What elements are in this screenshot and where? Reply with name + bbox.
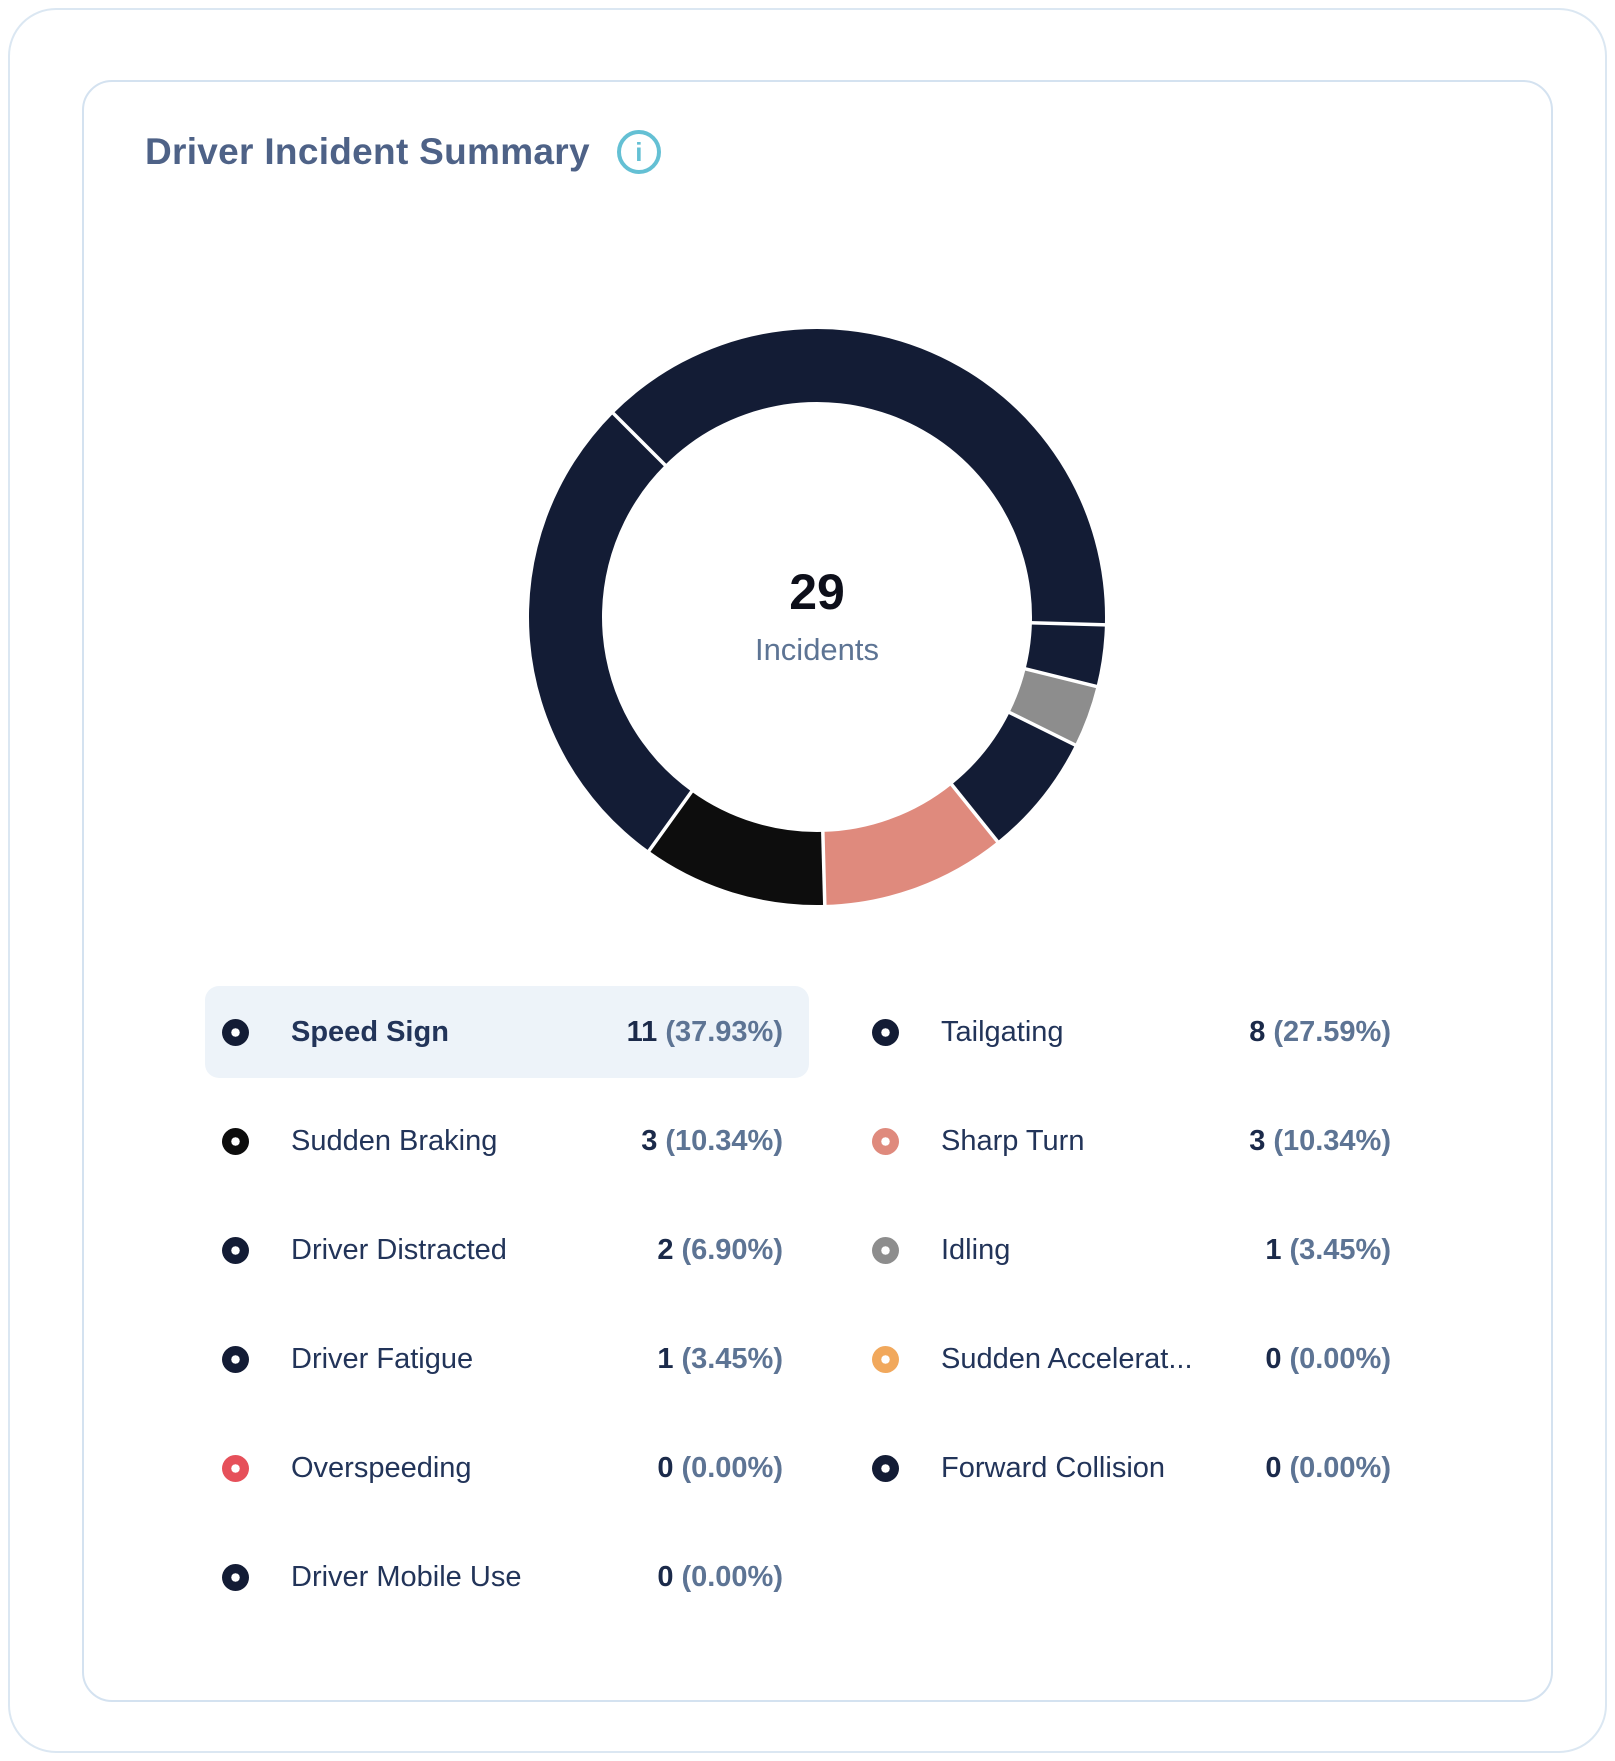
donut-segment-driver-fatigue[interactable] (1025, 622, 1105, 687)
driver-mobile-use-dot-icon (222, 1563, 249, 1591)
legend-percentage: (10.34%) (665, 1124, 783, 1157)
incident-donut-chart: 29 Incidents (527, 327, 1107, 907)
page-title: Driver Incident Summary (145, 131, 590, 172)
legend-value: 11 (37.93%) (627, 1016, 783, 1049)
legend-value: 2 (6.90%) (657, 1234, 783, 1267)
legend-label: Overspeeding (291, 1451, 472, 1484)
legend-count: 3 (641, 1124, 658, 1157)
legend-item-tailgating[interactable]: Tailgating 8 (27.59%) (855, 986, 1417, 1078)
segment-divider (1023, 666, 1099, 689)
legend-label: Speed Sign (291, 1015, 449, 1048)
legend-percentage: (37.93%) (665, 1015, 783, 1048)
legend-value: 0 (0.00%) (657, 1561, 783, 1594)
legend-item-driver-mobile-use[interactable]: Driver Mobile Use 0 (0.00%) (205, 1531, 809, 1623)
legend-percentage: (0.00%) (1289, 1451, 1391, 1484)
legend-count: 0 (657, 1451, 674, 1484)
legend-value: 8 (27.59%) (1249, 1016, 1391, 1049)
incident-legend: Speed Sign 11 (37.93%) Tailgating 8 (27.59%) S… (205, 986, 1417, 1623)
legend-value: 0 (0.00%) (1265, 1452, 1391, 1485)
legend-percentage: (0.00%) (1289, 1342, 1391, 1375)
legend-count: 3 (1249, 1124, 1266, 1157)
legend-count: 0 (1265, 1451, 1282, 1484)
legend-item-overspeeding[interactable]: Overspeeding 0 (0.00%) (205, 1422, 809, 1514)
legend-percentage: (0.00%) (681, 1560, 783, 1593)
segment-divider (610, 410, 668, 468)
legend-value: 3 (10.34%) (641, 1125, 783, 1158)
legend-percentage: (3.45%) (681, 1342, 783, 1375)
legend-item-driver-distracted[interactable]: Driver Distracted 2 (6.90%) (205, 1204, 809, 1296)
legend-item-sudden-braking[interactable]: Sudden Braking 3 (10.34%) (205, 1095, 809, 1187)
legend-label: Sudden Braking (291, 1124, 498, 1157)
segment-divider (821, 829, 827, 907)
segment-divider (1007, 710, 1078, 748)
overspeeding-dot-icon (222, 1454, 249, 1482)
legend-label: Sharp Turn (941, 1124, 1085, 1157)
legend-label: Forward Collision (941, 1451, 1166, 1484)
legend-percentage: (0.00%) (681, 1451, 783, 1484)
forward-collision-dot-icon (872, 1454, 899, 1482)
legend-count: 1 (657, 1342, 674, 1375)
legend-count: 11 (626, 1015, 658, 1048)
card-header: Driver Incident Summary i (145, 128, 661, 176)
legend-percentage: (3.45%) (1289, 1233, 1391, 1266)
donut-segment-idling[interactable] (1009, 668, 1097, 745)
legend-item-idling[interactable]: Idling 1 (3.45%) (855, 1204, 1417, 1296)
legend-count: 0 (1265, 1342, 1282, 1375)
donut-chart-svg (528, 329, 1107, 907)
donut-segment-sharp-turn[interactable] (822, 784, 998, 905)
driver-distracted-dot-icon (222, 1236, 249, 1264)
legend-value: 0 (0.00%) (657, 1452, 783, 1485)
legend-count: 1 (1265, 1233, 1282, 1266)
legend-percentage: (10.34%) (1273, 1124, 1391, 1157)
donut-segment-sudden-braking[interactable] (648, 791, 825, 905)
legend-label: Driver Fatigue (291, 1342, 474, 1375)
donut-segment-tailgating[interactable] (528, 413, 692, 851)
driver-fatigue-dot-icon (222, 1345, 249, 1373)
legend-value: 0 (0.00%) (1265, 1343, 1391, 1376)
segment-divider (646, 788, 695, 854)
info-icon[interactable]: i (616, 130, 661, 174)
donut-segment-speed-sign[interactable] (613, 329, 1105, 625)
legend-value: 1 (3.45%) (1265, 1234, 1391, 1267)
legend-item-driver-fatigue[interactable]: Driver Fatigue 1 (3.45%) (205, 1313, 809, 1405)
legend-percentage: (27.59%) (1273, 1015, 1391, 1048)
legend-label: Idling (941, 1233, 1011, 1266)
legend-value: 3 (10.34%) (1249, 1125, 1391, 1158)
legend-count: 8 (1249, 1015, 1266, 1048)
legend-label: Driver Distracted (291, 1233, 507, 1266)
speed-sign-dot-icon (222, 1018, 249, 1046)
sudden-braking-dot-icon (222, 1127, 249, 1155)
legend-value: 1 (3.45%) (657, 1343, 783, 1376)
legend-count: 2 (657, 1233, 674, 1266)
idling-dot-icon (872, 1236, 899, 1264)
legend-percentage: (6.90%) (681, 1233, 783, 1266)
sharp-turn-dot-icon (872, 1127, 899, 1155)
legend-label: Sudden Accelerat... (941, 1342, 1193, 1375)
legend-label: Tailgating (941, 1015, 1064, 1048)
legend-item-sudden-accelerat[interactable]: Sudden Accelerat... 0 (0.00%) (855, 1313, 1417, 1405)
page-frame: Driver Incident Summary i 29 Incidents S… (8, 8, 1607, 1753)
legend-count: 0 (657, 1560, 674, 1593)
legend-label: Driver Mobile Use (291, 1560, 522, 1593)
segment-divider (949, 781, 1001, 845)
donut-segment-driver-distracted[interactable] (951, 712, 1076, 842)
legend-item-speed-sign[interactable]: Speed Sign 11 (37.93%) (205, 986, 809, 1078)
driver-incident-summary-card: Driver Incident Summary i 29 Incidents S… (82, 80, 1553, 1702)
sudden-accelerat-dot-icon (872, 1345, 899, 1373)
segment-divider (1029, 621, 1107, 627)
legend-item-forward-collision[interactable]: Forward Collision 0 (0.00%) (855, 1422, 1417, 1514)
tailgating-dot-icon (872, 1018, 899, 1046)
legend-item-sharp-turn[interactable]: Sharp Turn 3 (10.34%) (855, 1095, 1417, 1187)
